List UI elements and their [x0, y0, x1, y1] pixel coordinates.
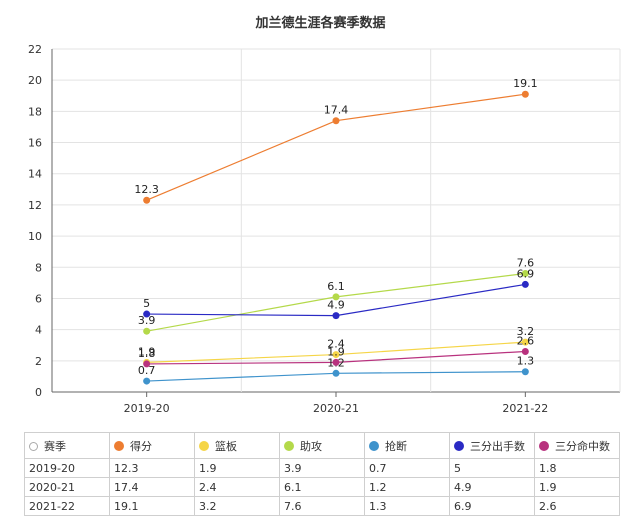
table-cell: 2020-21 — [24, 477, 110, 497]
table-cell: 1.8 — [534, 458, 620, 478]
data-point — [332, 293, 340, 301]
data-label: 2.4 — [327, 338, 345, 351]
data-point — [143, 310, 151, 318]
header-season: 赛季 — [24, 432, 110, 459]
data-table: 赛季 得分 篮板 助攻 抢断 三分出手数 三分命中数 2019-20 12.3 … — [24, 432, 620, 516]
data-point — [332, 351, 340, 359]
data-point — [521, 338, 529, 346]
table-cell: 1.2 — [364, 477, 450, 497]
y-tick-label: 18 — [28, 105, 42, 118]
y-tick-label: 22 — [28, 43, 42, 56]
data-point — [332, 358, 340, 366]
table-cell: 19.1 — [109, 496, 195, 516]
table-cell: 7.6 — [279, 496, 365, 516]
y-tick-label: 20 — [28, 74, 42, 87]
y-tick-label: 6 — [35, 292, 42, 305]
header-series-2[interactable]: 助攻 — [279, 432, 365, 459]
y-tick-label: 14 — [28, 168, 42, 181]
x-tick-label: 2019-20 — [124, 402, 170, 415]
table-cell: 1.9 — [194, 458, 280, 478]
header-series-5[interactable]: 三分命中数 — [534, 432, 620, 459]
data-label: 0.7 — [138, 364, 156, 377]
data-label: 5 — [143, 297, 150, 310]
y-tick-label: 2 — [35, 355, 42, 368]
data-point — [521, 347, 529, 355]
data-label: 17.4 — [324, 104, 349, 117]
x-tick-label: 2021-22 — [502, 402, 548, 415]
table-cell: 2019-20 — [24, 458, 110, 478]
table-row: 2019-20 12.3 1.9 3.9 0.7 5 1.8 — [24, 458, 620, 478]
table-cell: 1.3 — [364, 496, 450, 516]
data-point — [143, 327, 151, 335]
table-cell: 12.3 — [109, 458, 195, 478]
table-header-row: 赛季 得分 篮板 助攻 抢断 三分出手数 三分命中数 — [24, 432, 620, 459]
data-point — [521, 90, 529, 98]
table-cell: 0.7 — [364, 458, 450, 478]
data-label: 6.1 — [327, 280, 345, 293]
data-point — [332, 117, 340, 125]
y-tick-label: 0 — [35, 386, 42, 399]
series-swatch-icon — [539, 440, 549, 451]
table-cell: 3.9 — [279, 458, 365, 478]
data-label: 3.2 — [517, 325, 535, 338]
data-label: 7.6 — [517, 257, 535, 270]
data-point — [143, 377, 151, 385]
data-label: 19.1 — [513, 77, 538, 90]
table-row: 2021-22 19.1 3.2 7.6 1.3 6.9 2.6 — [24, 496, 620, 516]
table-cell: 3.2 — [194, 496, 280, 516]
table-cell: 4.9 — [449, 477, 535, 497]
data-label: 1.9 — [138, 345, 156, 358]
table-row: 2020-21 17.4 2.4 6.1 1.2 4.9 1.9 — [24, 477, 620, 497]
series-swatch-icon — [284, 440, 294, 451]
table-cell: 2.4 — [194, 477, 280, 497]
data-label: 3.9 — [138, 314, 156, 327]
series-swatch-icon — [369, 440, 379, 451]
data-label: 1.9 — [327, 345, 345, 358]
data-label: 4.9 — [327, 299, 345, 312]
table-cell: 2.6 — [534, 496, 620, 516]
table-cell: 6.9 — [449, 496, 535, 516]
season-toggle-icon[interactable] — [29, 441, 38, 451]
data-point — [332, 312, 340, 320]
header-series-1[interactable]: 篮板 — [194, 432, 280, 459]
y-tick-label: 10 — [28, 230, 42, 243]
series-swatch-icon — [454, 440, 464, 451]
table-cell: 6.1 — [279, 477, 365, 497]
data-label: 1.3 — [517, 355, 535, 368]
data-point — [521, 270, 529, 278]
data-point — [143, 360, 151, 368]
y-tick-label: 12 — [28, 199, 42, 212]
data-point — [143, 196, 151, 204]
table-cell: 2021-22 — [24, 496, 110, 516]
data-point — [521, 368, 529, 376]
y-tick-label: 16 — [28, 137, 42, 150]
header-series-4[interactable]: 三分出手数 — [449, 432, 535, 459]
table-cell: 17.4 — [109, 477, 195, 497]
data-point — [521, 280, 529, 288]
y-tick-label: 4 — [35, 324, 42, 337]
data-label: 6.9 — [517, 267, 535, 280]
line-chart: 0 2 4 6 8 10 12 14 16 18 20 22 2019-20 2020-21 2021-22… — [28, 43, 621, 415]
chart-title: 加兰德生涯各赛季数据 — [255, 16, 386, 31]
data-label: 12.3 — [134, 183, 159, 196]
data-label: 1.8 — [138, 347, 156, 360]
data-point — [332, 369, 340, 377]
series-swatch-icon — [199, 440, 209, 451]
header-series-3[interactable]: 抢断 — [364, 432, 450, 459]
x-tick-label: 2020-21 — [313, 402, 359, 415]
series-swatch-icon — [114, 440, 124, 451]
table-cell: 1.9 — [534, 477, 620, 497]
y-tick-label: 8 — [35, 261, 42, 274]
table-cell: 5 — [449, 458, 535, 478]
data-label: 2.6 — [517, 334, 535, 347]
header-series-0[interactable]: 得分 — [109, 432, 195, 459]
